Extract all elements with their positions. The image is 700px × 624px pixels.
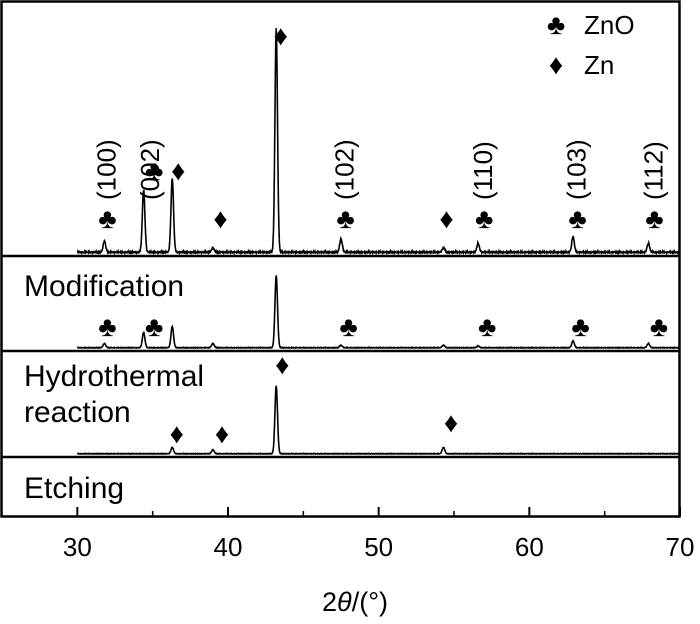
zno-peak-marker: ♣ xyxy=(145,311,163,342)
legend-symbol: ♦ xyxy=(549,49,563,80)
legend-label: Zn xyxy=(584,50,614,80)
hkl-label: (100) xyxy=(91,139,121,200)
x-axis-title: 2θ/(°) xyxy=(322,587,388,617)
zn-peak-marker: ♦ xyxy=(444,407,458,438)
zno-peak-marker: ♣ xyxy=(568,203,586,234)
zn-peak-marker: ♦ xyxy=(439,203,453,234)
zno-peak-marker: ♣ xyxy=(145,155,163,186)
plot-frame xyxy=(0,0,681,518)
zn-peak-marker: ♦ xyxy=(275,349,289,380)
xrd-trace-hydrothermal-reaction xyxy=(76,275,681,350)
xrd-trace-modification xyxy=(76,28,681,256)
x-tick-label: 40 xyxy=(214,532,243,562)
zn-peak-marker: ♦ xyxy=(215,418,229,449)
zno-peak-marker: ♣ xyxy=(478,311,496,342)
zno-peak-marker: ♣ xyxy=(98,311,116,342)
zn-peak-marker: ♦ xyxy=(171,155,185,186)
x-tick-label: 30 xyxy=(63,532,92,562)
legend-symbol: ♣ xyxy=(547,9,565,40)
zno-peak-marker: ♣ xyxy=(339,311,357,342)
zno-peak-marker: ♣ xyxy=(98,203,116,234)
zno-peak-marker: ♣ xyxy=(336,203,354,234)
zn-peak-marker: ♦ xyxy=(274,20,288,51)
x-tick-label: 70 xyxy=(666,532,695,562)
panel-label: Etching xyxy=(24,472,124,505)
zno-peak-marker: ♣ xyxy=(571,311,589,342)
legend-label: ZnO xyxy=(584,10,635,40)
zn-peak-marker: ♦ xyxy=(170,418,184,449)
x-tick-label: 50 xyxy=(364,532,393,562)
hkl-label: (102) xyxy=(330,139,360,200)
zno-peak-marker: ♣ xyxy=(645,203,663,234)
panel-label: Hydrothermal xyxy=(24,360,204,393)
panel-label: Modification xyxy=(24,270,184,303)
hkl-label: (103) xyxy=(562,139,592,200)
xrd-trace-etching xyxy=(76,385,681,456)
panel-label: reaction xyxy=(24,396,131,429)
x-tick-label: 60 xyxy=(515,532,544,562)
zno-peak-marker: ♣ xyxy=(650,311,668,342)
hkl-label: (112) xyxy=(638,141,668,200)
zn-peak-marker: ♦ xyxy=(213,203,227,234)
zno-peak-marker: ♣ xyxy=(475,203,493,234)
hkl-label: (002) xyxy=(135,139,165,200)
hkl-label: (110) xyxy=(468,141,498,200)
